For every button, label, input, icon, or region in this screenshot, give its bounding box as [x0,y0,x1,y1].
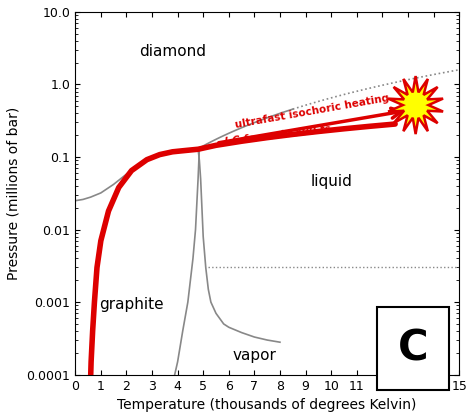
Text: C: C [398,327,428,370]
Text: l-C forms in 300 fs: l-C forms in 300 fs [224,124,331,147]
Text: ultrafast isochoric heating: ultrafast isochoric heating [234,93,390,130]
Text: diamond: diamond [139,44,206,59]
Y-axis label: Pressure (millions of bar): Pressure (millions of bar) [7,107,21,280]
Polygon shape [388,76,443,134]
Text: vapor: vapor [232,348,276,363]
X-axis label: Temperature (thousands of degrees Kelvin): Temperature (thousands of degrees Kelvin… [118,398,417,412]
Text: graphite: graphite [99,297,164,312]
Text: liquid: liquid [310,174,352,189]
